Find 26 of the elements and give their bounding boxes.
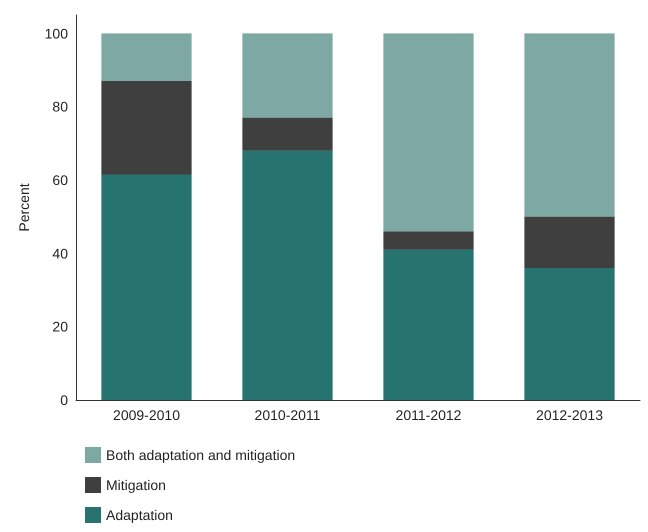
- y-tick-label: 80: [52, 98, 68, 115]
- bar: [383, 231, 474, 250]
- y-tick-label: 60: [52, 172, 68, 188]
- legend-label: Adaptation: [106, 507, 173, 523]
- bar: [524, 268, 615, 400]
- bar: [524, 216, 615, 268]
- x-tick-label: 2011-2012: [396, 407, 462, 423]
- x-tick-label: 2010-2011: [254, 407, 321, 423]
- bar: [242, 118, 333, 151]
- legend-label: Mitigation: [106, 477, 166, 493]
- bar: [524, 33, 615, 217]
- x-tick-label: 2012-2013: [536, 407, 604, 423]
- bar: [101, 174, 192, 400]
- bar: [101, 33, 192, 81]
- y-tick-label: 40: [52, 245, 68, 262]
- y-axis-title: Percent: [16, 183, 32, 232]
- bar: [383, 33, 474, 232]
- legend-label: Both adaptation and mitigation: [106, 447, 296, 463]
- x-tick-label: 2009-2010: [113, 407, 180, 423]
- bar: [101, 81, 192, 174]
- y-tick-label: 100: [44, 25, 68, 42]
- bar: [242, 150, 333, 400]
- y-tick-label: 20: [52, 318, 68, 335]
- y-tick-label: 0: [60, 392, 68, 408]
- bar: [383, 250, 474, 400]
- bar: [242, 33, 333, 118]
